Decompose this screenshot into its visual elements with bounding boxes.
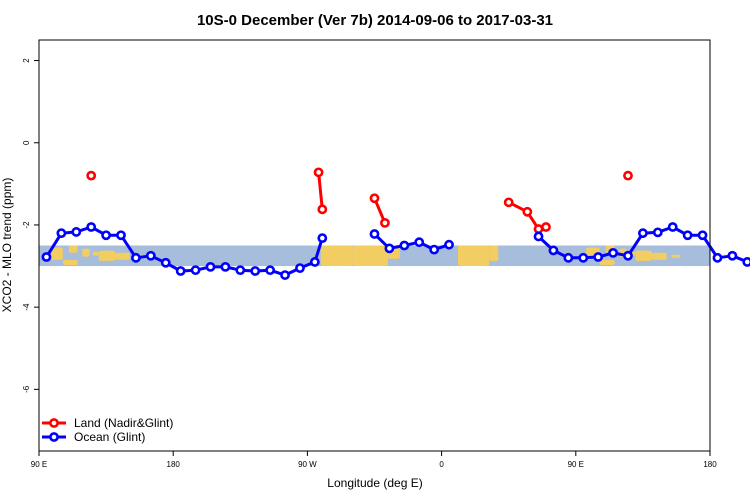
ocean-data-point <box>317 233 328 244</box>
land-legend-label: Land (Nadir&Glint) <box>74 416 173 430</box>
ocean-data-point <box>742 257 750 267</box>
ocean-data-point <box>220 261 231 272</box>
ocean-data-point <box>205 261 216 272</box>
ocean-data-point <box>563 252 574 263</box>
x-tick-label: 180 <box>167 460 181 469</box>
land-data-point <box>623 170 633 181</box>
land-data-point <box>86 170 97 181</box>
ocean-data-point <box>309 257 320 267</box>
land-data-point <box>522 206 533 217</box>
ocean-data-point <box>429 244 440 255</box>
ocean-data-point <box>414 237 425 248</box>
y-tick-label: -4 <box>22 303 31 311</box>
ocean-legend-marker <box>49 432 59 442</box>
x-tick-label: 90 E <box>568 460 584 469</box>
land-data-point <box>369 193 380 204</box>
ocean-data-point <box>86 222 97 232</box>
ocean-data-point <box>444 239 454 250</box>
ocean-data-point <box>548 245 559 256</box>
ocean-data-point <box>608 247 618 258</box>
series-layer <box>41 167 750 280</box>
ocean-data-point <box>160 257 171 268</box>
land-mass <box>320 245 353 267</box>
ocean-data-point <box>190 265 201 276</box>
land-data-point <box>313 167 324 178</box>
legend: Land (Nadir&Glint)Ocean (Glint) <box>42 416 173 444</box>
ocean-data-point <box>667 222 678 232</box>
y-tick-label: 0 <box>22 140 31 145</box>
ocean-data-point <box>56 228 67 239</box>
y-tick-label: -6 <box>22 385 31 393</box>
ocean-data-point <box>101 230 111 241</box>
x-tick-label: 0 <box>439 460 444 469</box>
x-axis-label: Longitude (deg E) <box>327 476 422 490</box>
ocean-data-point <box>295 263 305 274</box>
y-tick-label: -2 <box>22 221 31 229</box>
ocean-data-point <box>250 266 261 276</box>
land-data-point <box>317 204 328 215</box>
ocean-data-point <box>265 265 276 276</box>
land-mass <box>98 250 116 261</box>
land-mass <box>92 251 99 256</box>
land-mass <box>458 245 490 267</box>
land-mass <box>352 245 388 267</box>
ocean-data-point <box>697 230 708 241</box>
x-tick-label: 90 W <box>298 460 317 469</box>
y-axis-label: XCO2 - MLO trend (ppm) <box>0 178 14 313</box>
ocean-data-point <box>41 252 52 262</box>
ocean-data-point <box>712 252 723 263</box>
land-data-point <box>503 197 514 208</box>
ocean-data-point <box>280 270 290 280</box>
ocean-data-point <box>593 252 604 262</box>
land-mass <box>115 252 130 260</box>
x-tick-label: 90 E <box>31 460 47 469</box>
land-series-line <box>317 172 324 210</box>
ocean-data-point <box>131 252 141 263</box>
ocean-data-point <box>638 228 648 239</box>
map-band <box>39 245 710 267</box>
ocean-data-point <box>578 252 589 263</box>
x-axis: 90 E 180 90 W 0 90 E 180 <box>31 451 717 469</box>
x-tick-label: 180 <box>703 460 717 469</box>
land-data-point <box>541 222 551 232</box>
ocean-data-point <box>652 227 663 238</box>
land-mass <box>62 259 78 266</box>
ocean-data-point <box>145 250 156 261</box>
ocean-data-point <box>369 229 380 239</box>
y-tick-label: 2 <box>22 58 31 63</box>
ocean-data-point <box>71 227 82 237</box>
ocean-data-point <box>116 230 126 241</box>
ocean-data-point <box>682 230 693 241</box>
land-mass <box>651 252 667 260</box>
land-mass <box>671 254 681 258</box>
land-mass <box>68 245 78 253</box>
ocean-data-point <box>727 250 738 261</box>
land-mass <box>635 250 652 261</box>
land-mass <box>489 245 499 261</box>
ocean-data-point <box>175 266 186 276</box>
y-axis: 2 0 -2 -4 -6 <box>22 58 39 393</box>
land-mass <box>599 259 615 266</box>
ocean-data-point <box>623 250 633 261</box>
plot-frame <box>38 39 711 452</box>
ocean-legend-label: Ocean (Glint) <box>74 430 145 444</box>
chart-title: 10S-0 December (Ver 7b) 2014-09-06 to 20… <box>197 12 553 29</box>
ocean-data-point <box>235 265 246 276</box>
ocean-data-point <box>399 240 410 251</box>
land-mass <box>82 248 90 257</box>
land-mass <box>49 247 63 260</box>
land-data-point <box>380 217 390 228</box>
land-legend-marker <box>49 418 59 428</box>
ocean-data-point <box>384 243 395 254</box>
ocean-data-point <box>533 231 544 242</box>
